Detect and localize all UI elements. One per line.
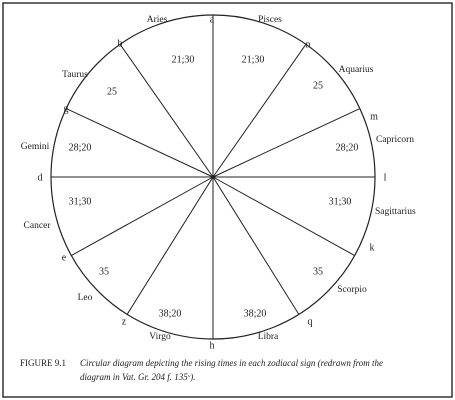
sign-value: 25 — [107, 86, 117, 97]
sign-value: 25 — [313, 80, 323, 91]
sign-name: Sagittarius — [375, 207, 416, 217]
sign-names: Aries Pisces Aquarius Capricorn Sagittar… — [21, 15, 416, 342]
spoke — [119, 44, 214, 178]
point-label: m — [370, 111, 378, 122]
point-label: z — [122, 316, 127, 327]
spoke — [212, 44, 307, 178]
spoke — [212, 176, 300, 315]
caption: FIGURE 9.1 Circular diagram depicting th… — [20, 358, 383, 382]
spoke — [212, 176, 355, 256]
sign-value: 35 — [99, 266, 109, 277]
caption-line: diagram in Vat. Gr. 204 f. 135ᵛ). — [80, 372, 196, 382]
point-label: l — [384, 172, 387, 183]
sign-values: 21;30 21;30 25 28;20 31;30 35 38;20 38;2… — [69, 54, 359, 319]
sign-name: Aquarius — [339, 65, 374, 75]
point-label: h — [210, 340, 215, 351]
spoke — [71, 176, 214, 256]
sign-name: Aries — [147, 15, 168, 25]
caption-label: FIGURE 9.1 — [20, 358, 66, 368]
sign-name: Pisces — [258, 15, 282, 25]
sign-value: 21;30 — [242, 54, 265, 65]
point-label: d — [38, 172, 43, 183]
sign-value: 31;30 — [329, 196, 352, 207]
sign-name: Gemini — [21, 142, 50, 152]
spokes — [51, 15, 375, 339]
sign-name: Taurus — [62, 70, 88, 80]
spoke — [212, 108, 361, 178]
point-label: e — [62, 252, 67, 263]
sign-name: Cancer — [24, 221, 52, 231]
point-label: q — [308, 316, 313, 327]
sign-name: Scorpio — [337, 285, 367, 295]
sign-value: 28;20 — [69, 142, 92, 153]
sign-value: 35 — [313, 266, 323, 277]
point-label: b — [118, 38, 123, 49]
sign-value: 38;20 — [244, 308, 267, 319]
sign-name: Virgo — [149, 332, 171, 342]
sign-name: Libra — [258, 332, 279, 342]
sign-value: 28;20 — [336, 142, 359, 153]
point-label: n — [306, 39, 311, 50]
spoke — [65, 108, 214, 178]
sign-name: Leo — [78, 293, 93, 303]
point-labels: a n m l k q h z e d g b — [38, 14, 387, 351]
sign-value: 38;20 — [159, 308, 182, 319]
point-label: a — [210, 14, 215, 25]
spoke — [126, 176, 214, 315]
sign-value: 31;30 — [69, 196, 92, 207]
point-label: g — [64, 103, 69, 114]
sign-name: Capricorn — [376, 135, 414, 145]
sign-value: 21;30 — [172, 54, 195, 65]
point-label: k — [370, 242, 375, 253]
caption-line: Circular diagram depicting the rising ti… — [80, 358, 383, 368]
